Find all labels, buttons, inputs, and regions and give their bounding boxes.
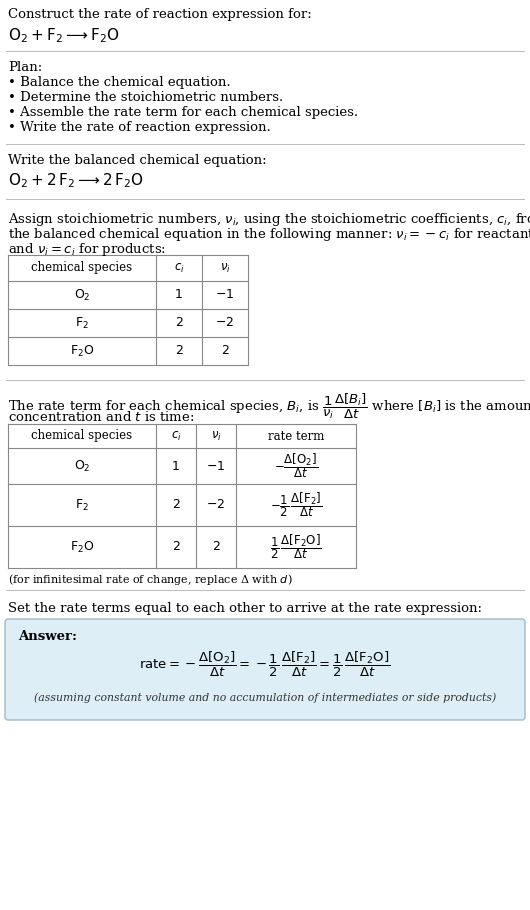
Text: $-2$: $-2$	[207, 499, 226, 511]
Text: 2: 2	[212, 541, 220, 553]
Text: (for infinitesimal rate of change, replace Δ with $d$): (for infinitesimal rate of change, repla…	[8, 572, 293, 587]
Text: $c_i$: $c_i$	[174, 261, 184, 275]
Text: chemical species: chemical species	[31, 430, 132, 442]
Text: $\nu_i$: $\nu_i$	[210, 430, 222, 442]
Text: • Write the rate of reaction expression.: • Write the rate of reaction expression.	[8, 121, 271, 134]
Text: The rate term for each chemical species, $B_i$, is $\dfrac{1}{\nu_i}\dfrac{\Delt: The rate term for each chemical species,…	[8, 392, 530, 421]
Text: 2: 2	[172, 541, 180, 553]
Text: concentration and $t$ is time:: concentration and $t$ is time:	[8, 410, 195, 424]
Text: $\mathrm{rate} = -\dfrac{\Delta[\mathrm{O_2}]}{\Delta t} = -\dfrac{1}{2}\,\dfrac: $\mathrm{rate} = -\dfrac{\Delta[\mathrm{…	[139, 650, 391, 679]
Text: Set the rate terms equal to each other to arrive at the rate expression:: Set the rate terms equal to each other t…	[8, 602, 482, 615]
Text: Assign stoichiometric numbers, $\nu_i$, using the stoichiometric coefficients, $: Assign stoichiometric numbers, $\nu_i$, …	[8, 211, 530, 228]
Text: $\mathrm{F_2O}$: $\mathrm{F_2O}$	[70, 343, 94, 359]
Text: 2: 2	[221, 345, 229, 358]
Text: $-\dfrac{\Delta[\mathrm{O_2}]}{\Delta t}$: $-\dfrac{\Delta[\mathrm{O_2}]}{\Delta t}…	[274, 451, 318, 480]
Text: Plan:: Plan:	[8, 61, 42, 74]
Text: (assuming constant volume and no accumulation of intermediates or side products): (assuming constant volume and no accumul…	[34, 692, 496, 703]
Text: 2: 2	[175, 317, 183, 329]
Text: rate term: rate term	[268, 430, 324, 442]
Text: $\mathrm{F_2}$: $\mathrm{F_2}$	[75, 498, 89, 512]
Text: chemical species: chemical species	[31, 261, 132, 275]
Text: 1: 1	[172, 460, 180, 472]
Text: $\mathrm{O_2 + 2\,F_2 \longrightarrow 2\,F_2O}$: $\mathrm{O_2 + 2\,F_2 \longrightarrow 2\…	[8, 171, 144, 189]
Text: 2: 2	[172, 499, 180, 511]
Text: Write the balanced chemical equation:: Write the balanced chemical equation:	[8, 154, 267, 167]
Text: Answer:: Answer:	[18, 630, 77, 643]
Text: Construct the rate of reaction expression for:: Construct the rate of reaction expressio…	[8, 8, 312, 21]
Text: the balanced chemical equation in the following manner: $\nu_i = -c_i$ for react: the balanced chemical equation in the fo…	[8, 226, 530, 243]
Text: • Balance the chemical equation.: • Balance the chemical equation.	[8, 76, 231, 89]
Text: $\mathrm{O_2 + F_2 \longrightarrow F_2O}$: $\mathrm{O_2 + F_2 \longrightarrow F_2O}…	[8, 26, 119, 45]
FancyBboxPatch shape	[5, 619, 525, 720]
Text: $\mathrm{F_2O}$: $\mathrm{F_2O}$	[70, 540, 94, 554]
Text: $\dfrac{1}{2}\,\dfrac{\Delta[\mathrm{F_2O}]}{\Delta t}$: $\dfrac{1}{2}\,\dfrac{\Delta[\mathrm{F_2…	[270, 532, 322, 561]
Text: • Determine the stoichiometric numbers.: • Determine the stoichiometric numbers.	[8, 91, 283, 104]
Text: $-1$: $-1$	[206, 460, 226, 472]
Text: 1: 1	[175, 288, 183, 301]
Text: $c_i$: $c_i$	[171, 430, 181, 442]
Text: • Assemble the rate term for each chemical species.: • Assemble the rate term for each chemic…	[8, 106, 358, 119]
Text: and $\nu_i = c_i$ for products:: and $\nu_i = c_i$ for products:	[8, 241, 166, 258]
Text: $\nu_i$: $\nu_i$	[219, 261, 231, 275]
Text: $\mathrm{F_2}$: $\mathrm{F_2}$	[75, 316, 89, 330]
Text: $-1$: $-1$	[215, 288, 235, 301]
Text: 2: 2	[175, 345, 183, 358]
Text: $\mathrm{O_2}$: $\mathrm{O_2}$	[74, 459, 90, 473]
Text: $-2$: $-2$	[216, 317, 235, 329]
Text: $-\dfrac{1}{2}\,\dfrac{\Delta[\mathrm{F_2}]}{\Delta t}$: $-\dfrac{1}{2}\,\dfrac{\Delta[\mathrm{F_…	[270, 490, 322, 520]
Text: $\mathrm{O_2}$: $\mathrm{O_2}$	[74, 288, 90, 302]
